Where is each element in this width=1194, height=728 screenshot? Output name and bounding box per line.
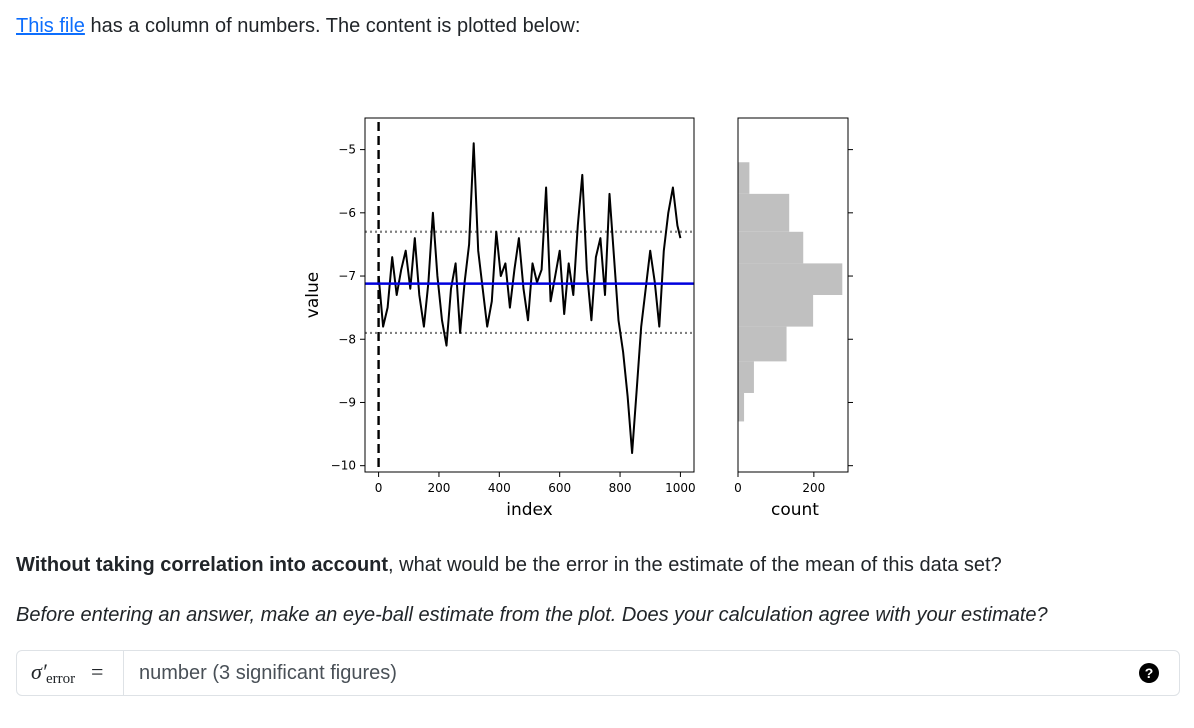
- main-axes-frame: [364, 117, 695, 473]
- histogram-bar: [738, 231, 804, 264]
- y-tick-label: −9: [338, 395, 356, 409]
- x-tick-label: 200: [427, 481, 450, 495]
- sigma-symbol: σ′: [31, 659, 47, 684]
- answer-label: σ′ error =: [17, 651, 124, 695]
- y-tick-label: −6: [338, 206, 356, 220]
- file-link[interactable]: This file: [16, 15, 85, 37]
- histogram-bar: [738, 263, 843, 295]
- x-tick-label: 400: [488, 481, 511, 495]
- histogram-x-tick-label: 200: [802, 481, 825, 495]
- histogram-bar: [738, 326, 787, 362]
- histogram-x-axis-label: count: [771, 500, 819, 520]
- help-icon[interactable]: ?: [1139, 663, 1159, 683]
- answer-row: σ′ error = ?: [16, 650, 1180, 696]
- data-figure: −5 −6 −7 −8 −9 −10 0 200 400 600 800 1000 index value…: [290, 100, 870, 545]
- histogram-bar: [738, 392, 745, 422]
- figure-svg: −5 −6 −7 −8 −9 −10 0 200 400 600 800 1000 index value…: [303, 117, 853, 520]
- histogram-bar: [738, 361, 754, 393]
- histogram-bar: [738, 295, 814, 327]
- question-bold: Without taking correlation into account: [16, 554, 389, 576]
- x-axis-label: index: [506, 500, 553, 520]
- question-rest: , what would be the error in the estimat…: [388, 554, 1002, 576]
- sigma-subscript: error: [46, 671, 76, 687]
- y-tick-label: −8: [338, 332, 356, 346]
- histogram-bar: [738, 193, 790, 232]
- y-axis-label: value: [303, 272, 323, 318]
- histogram-x-tick-label: 0: [734, 481, 742, 495]
- x-tick-label: 1000: [665, 481, 696, 495]
- equals-sign: =: [91, 659, 104, 684]
- y-tick-label: −10: [331, 459, 356, 473]
- intro-rest: has a column of numbers. The content is …: [84, 15, 581, 37]
- answer-input[interactable]: [125, 651, 1125, 695]
- intro-text: This file has a column of numbers. The c…: [16, 14, 580, 38]
- data-trace-line: [377, 142, 682, 454]
- x-tick-label: 800: [609, 481, 632, 495]
- histogram-axes-frame: [737, 117, 849, 473]
- question-text: Without taking correlation into account,…: [16, 553, 1002, 577]
- hint-text: Before entering an answer, make an eye-b…: [16, 604, 1048, 626]
- y-tick-label: −5: [338, 143, 356, 157]
- histogram-bar: [738, 162, 750, 194]
- y-tick-label: −7: [338, 269, 356, 283]
- x-tick-label: 0: [375, 481, 383, 495]
- x-tick-label: 600: [548, 481, 571, 495]
